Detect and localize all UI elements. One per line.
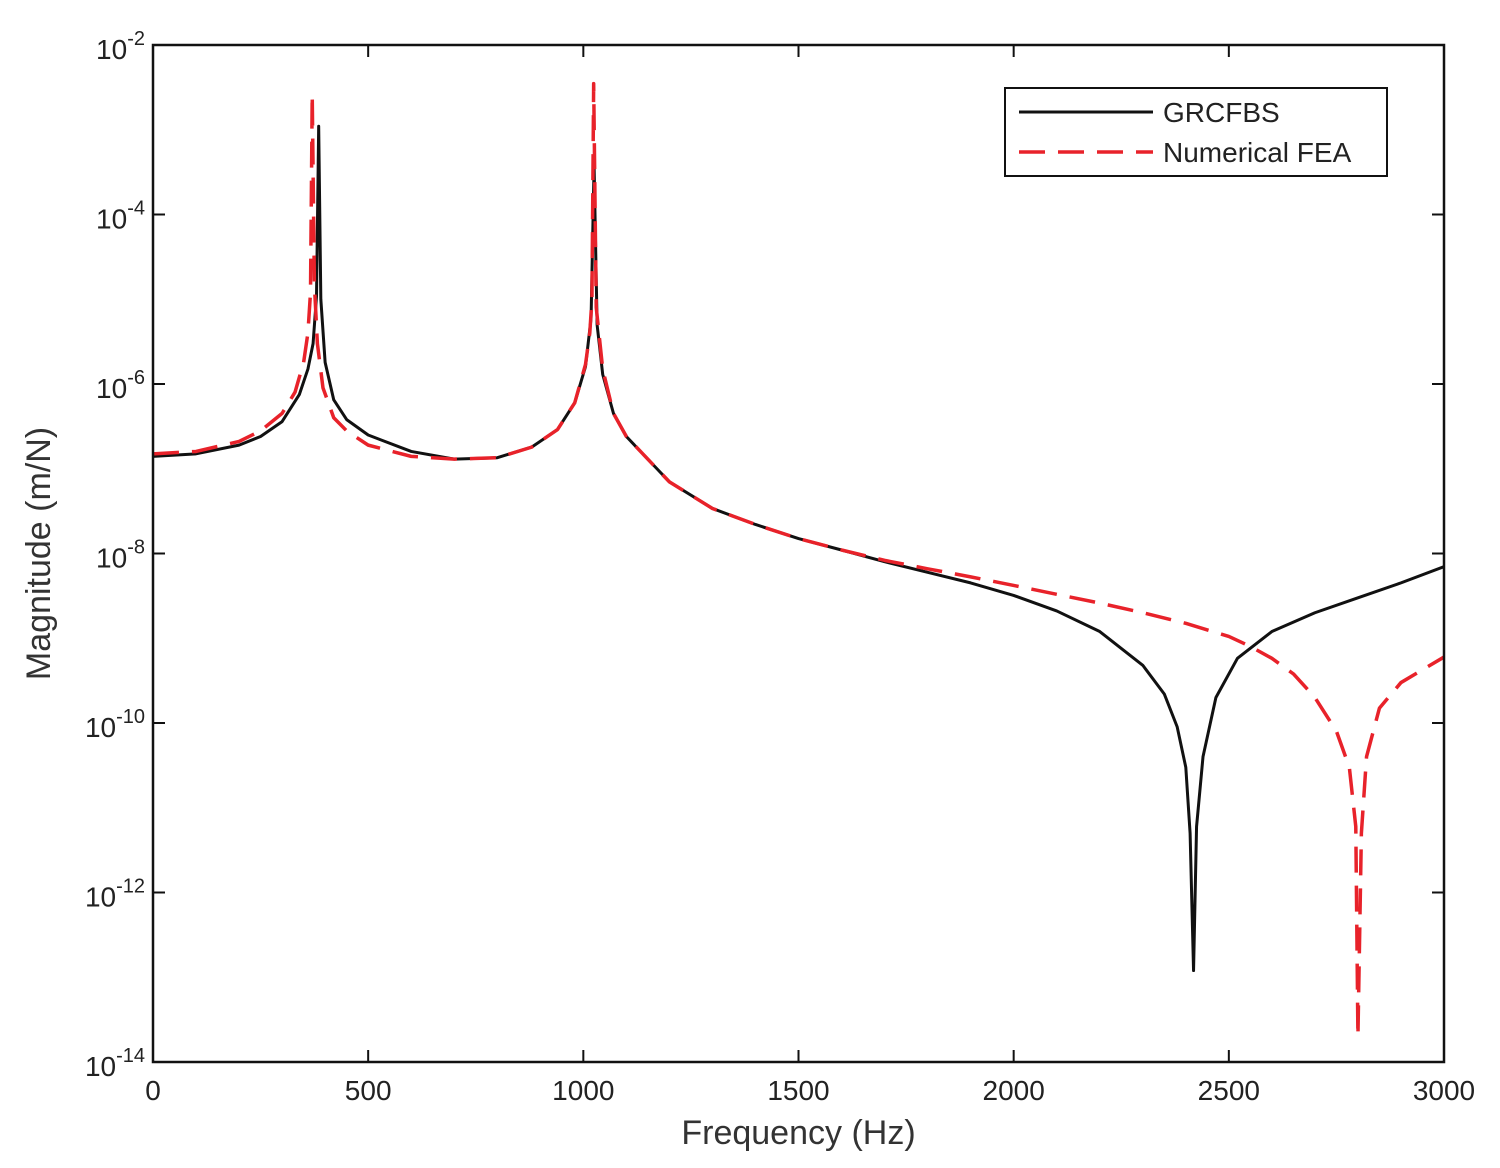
y-tick-label: 10-6 <box>96 367 145 404</box>
x-tick-label: 3000 <box>1413 1075 1475 1106</box>
y-tick-exponent: -12 <box>116 876 145 898</box>
legend-label-grcfbs: GRCFBS <box>1163 97 1280 128</box>
y-tick-base: 10 <box>96 34 127 65</box>
y-tick-base: 10 <box>85 1051 116 1082</box>
x-tick-label: 500 <box>345 1075 392 1106</box>
y-tick-exponent: -4 <box>127 198 145 220</box>
y-tick-base: 10 <box>96 373 127 404</box>
series-line-numerical-fea <box>153 81 1444 1039</box>
y-tick-label: 10-2 <box>96 28 145 65</box>
x-tick-label: 1500 <box>767 1075 829 1106</box>
y-tick-exponent: -6 <box>127 367 145 389</box>
y-tick-label: 10-12 <box>85 876 145 913</box>
legend-box <box>1004 87 1388 177</box>
y-tick-base: 10 <box>96 543 127 574</box>
y-tick-base: 10 <box>96 204 127 235</box>
x-tick-label: 0 <box>145 1075 161 1106</box>
legend: GRCFBS Numerical FEA <box>1004 87 1388 177</box>
y-tick-label: 10-10 <box>85 706 145 743</box>
plot-frame <box>151 43 1446 1064</box>
y-tick-exponent: -8 <box>127 537 145 559</box>
y-axis-label: Magnitude (m/N) <box>20 427 58 680</box>
y-tick-base: 10 <box>85 882 116 913</box>
x-tick-label: 2000 <box>983 1075 1045 1106</box>
x-tick-label: 1000 <box>552 1075 614 1106</box>
y-tick-label: 10-14 <box>85 1045 145 1082</box>
y-tick-exponent: -2 <box>127 28 145 50</box>
y-tick-base: 10 <box>85 712 116 743</box>
series-layer <box>153 81 1444 1039</box>
legend-label-numerical-fea: Numerical FEA <box>1163 137 1352 168</box>
y-tick-label: 10-4 <box>96 198 145 235</box>
y-tick-exponent: -14 <box>116 1045 145 1067</box>
x-axis-label: Frequency (Hz) <box>681 1114 915 1152</box>
y-tick-label: 10-8 <box>96 537 145 574</box>
x-tick-label: 2500 <box>1198 1075 1260 1106</box>
y-tick-exponent: -10 <box>116 706 145 728</box>
x-tick-labels: 0 500 1000 1500 2000 2500 3000 <box>145 1075 1475 1106</box>
